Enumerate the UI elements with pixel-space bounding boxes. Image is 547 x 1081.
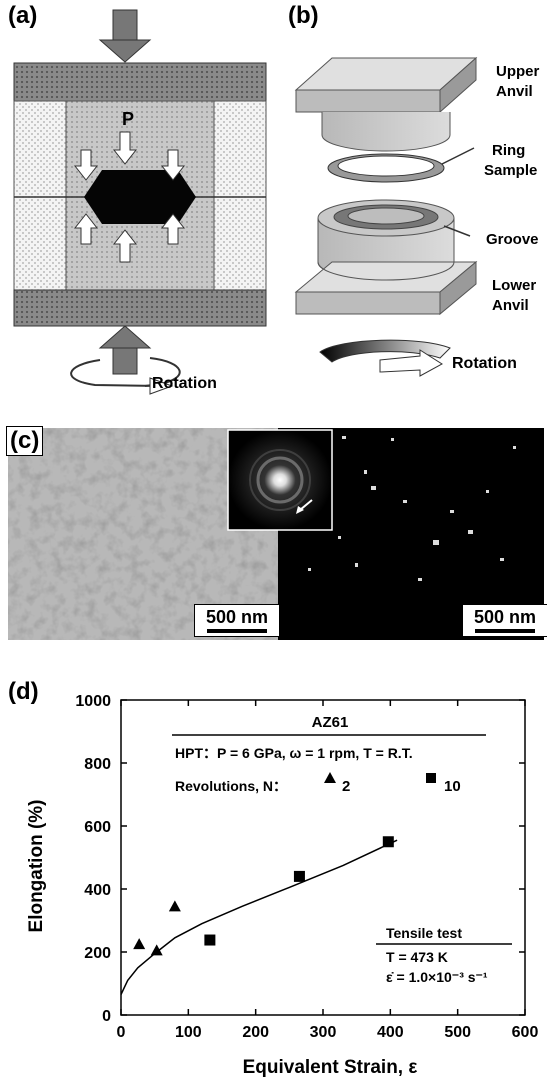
legend-series-10: 10 <box>444 778 461 795</box>
test-strain-rate: ε̇ = 1.0×10⁻³ s⁻¹ <box>386 969 488 985</box>
y-tick-label: 0 <box>102 1008 111 1025</box>
data-point-square <box>382 836 394 848</box>
pressure-label: P <box>122 109 134 129</box>
hpt-schematic: P Rotation <box>13 9 267 395</box>
upper-anvil-label-2: Anvil <box>496 83 533 100</box>
panel-d-label: (d) <box>8 678 39 705</box>
tem-micrographs: (c) 500 nm 500 nm <box>6 426 547 640</box>
x-tick-label: 200 <box>242 1024 269 1041</box>
y-tick-label: 600 <box>84 819 111 836</box>
ring-label-2: Sample <box>484 162 537 179</box>
rotation-label-b: Rotation <box>452 355 517 372</box>
legend-triangle-marker <box>324 772 336 783</box>
panel-b-label: (b) <box>288 2 319 29</box>
x-tick-label: 500 <box>444 1024 471 1041</box>
panel-c-label: (c) <box>6 426 44 456</box>
legend-condition: HPT：P = 6 GPa, ω = 1 rpm, T = R.T. <box>175 745 413 761</box>
data-point-triangle <box>150 944 163 956</box>
y-axis-title: Elongation (%) <box>26 800 47 933</box>
elongation-chart: 0 100 200 300 400 500 600 0 200 400 600 800 1000 AZ6… <box>26 693 539 1078</box>
data-point-square <box>293 870 305 882</box>
test-title: Tensile test <box>386 925 462 941</box>
scale-bar-left-label: 500 nm <box>205 607 269 627</box>
x-tick-label: 400 <box>377 1024 404 1041</box>
rotation-label-a: Rotation <box>152 375 217 392</box>
panel-a-label: (a) <box>8 2 38 29</box>
scale-bar-right: 500 nm <box>462 604 547 637</box>
upper-anvil-label-1: Upper <box>496 63 540 80</box>
lower-anvil-label-2: Anvil <box>492 297 529 314</box>
x-tick-label: 300 <box>310 1024 337 1041</box>
test-temperature: T = 473 K <box>386 949 448 965</box>
y-tick-label: 800 <box>84 756 111 773</box>
scale-bar-left: 500 nm <box>194 604 280 637</box>
y-tick-label: 400 <box>84 882 111 899</box>
y-tick-label: 1000 <box>75 693 111 710</box>
x-tick-label: 100 <box>175 1024 202 1041</box>
lower-anvil-label-1: Lower <box>492 277 536 294</box>
ring-hpt-schematic: Upper Anvil Ring Sample Groove Lower Anv… <box>294 56 540 377</box>
data-point-triangle <box>168 900 181 912</box>
groove-label: Groove <box>486 231 539 248</box>
diffraction-pattern <box>227 429 333 531</box>
legend-series-2: 2 <box>342 778 350 795</box>
legend-square-marker <box>426 773 436 783</box>
x-tick-label: 0 <box>117 1024 126 1041</box>
data-point-triangle <box>133 938 146 950</box>
x-axis-title: Equivalent Strain, ε <box>243 1057 418 1078</box>
ring-label-1: Ring <box>492 142 525 159</box>
y-tick-label: 200 <box>84 945 111 962</box>
data-point-square <box>204 934 216 946</box>
x-tick-label: 600 <box>512 1024 539 1041</box>
scale-bar-right-label: 500 nm <box>473 607 537 627</box>
fit-curve <box>120 839 398 995</box>
legend-title: AZ61 <box>312 714 349 731</box>
legend-prefix: Revolutions, N： <box>175 778 287 794</box>
